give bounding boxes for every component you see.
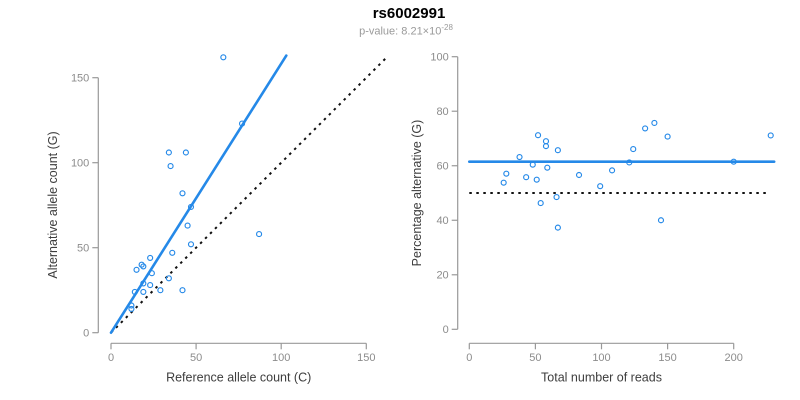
data-point [140,280,147,287]
y-axis-title: Alternative allele count (G) [46,131,60,278]
x-tick-label: 100 [592,352,610,364]
data-point [533,176,540,183]
data-point [187,203,195,210]
data-point [255,231,263,238]
y-tick-label: 100 [71,158,89,170]
data-point [169,249,176,256]
data-point [179,190,186,197]
fit-line [109,54,288,335]
data-point [131,288,138,295]
data-point [140,263,147,270]
data-point [187,241,195,248]
x-tick-label: 0 [466,352,472,364]
data-point [165,275,172,282]
data-point [542,143,550,150]
data-point [220,54,227,61]
figure-subtitle: p-value: 8.21×10-28 [359,23,453,38]
data-point [182,149,189,156]
y-axis-title: Percentage alternative (G) [410,120,424,267]
data-point [147,254,154,261]
data-point [167,163,174,170]
data-point [147,282,154,289]
right-scatter-panel: 0 50 100 150 200 0 20 40 60 80 100 [430,52,776,364]
p-value-exponent: -28 [441,23,453,32]
y-tick-label: 40 [436,215,448,227]
data-point [575,171,583,179]
data-point [165,149,172,156]
data-point [128,305,135,312]
x-tick-label: 50 [529,352,541,364]
data-point [184,222,191,229]
y-tick-label: 150 [71,73,89,85]
data-point [554,224,561,231]
y-tick-label: 100 [430,52,448,64]
x-tick-label: 150 [357,352,375,364]
identity-line [110,56,388,334]
x-tick-label: 50 [190,352,202,364]
data-point [157,287,164,294]
x-tick-label: 150 [658,352,676,364]
left-scatter-panel: 0 50 100 150 0 50 100 150 [71,54,388,364]
x-tick-label: 0 [108,352,114,364]
data-point [553,194,560,201]
y-tick-label: 50 [77,243,89,255]
data-point [148,270,155,277]
data-point [133,266,140,273]
y-tick-label: 0 [83,328,89,340]
figure-title: rs6002991 [372,5,446,22]
data-point [534,132,542,139]
x-axis-title: Reference allele count (C) [166,371,311,385]
data-point [128,302,135,309]
data-point [542,138,550,145]
data-point [529,161,536,168]
data-point [544,164,551,171]
data-point [609,167,616,174]
data-point [140,288,147,295]
data-point [516,153,523,161]
p-value-text: p-value: 8.21×10 [359,25,442,38]
data-point [500,179,507,186]
data-point [537,200,544,207]
data-point [554,147,561,154]
y-tick-label: 20 [436,270,448,282]
y-tick-label: 60 [436,161,448,173]
data-point [523,174,530,181]
data-point [730,158,737,165]
data-point [626,159,633,166]
data-point [664,133,671,140]
data-point [138,261,145,268]
data-point [767,132,774,139]
data-point [630,146,637,153]
data-point [642,125,649,132]
data-point [179,287,186,294]
data-point [657,217,665,224]
x-tick-label: 100 [272,352,290,364]
data-point [503,170,510,177]
y-tick-label: 0 [443,324,449,336]
x-tick-label: 200 [725,352,743,364]
y-tick-label: 80 [436,106,448,118]
data-point [597,183,604,190]
data-point [238,120,246,127]
data-point [651,119,658,127]
x-axis-title: Total number of reads [541,371,662,385]
